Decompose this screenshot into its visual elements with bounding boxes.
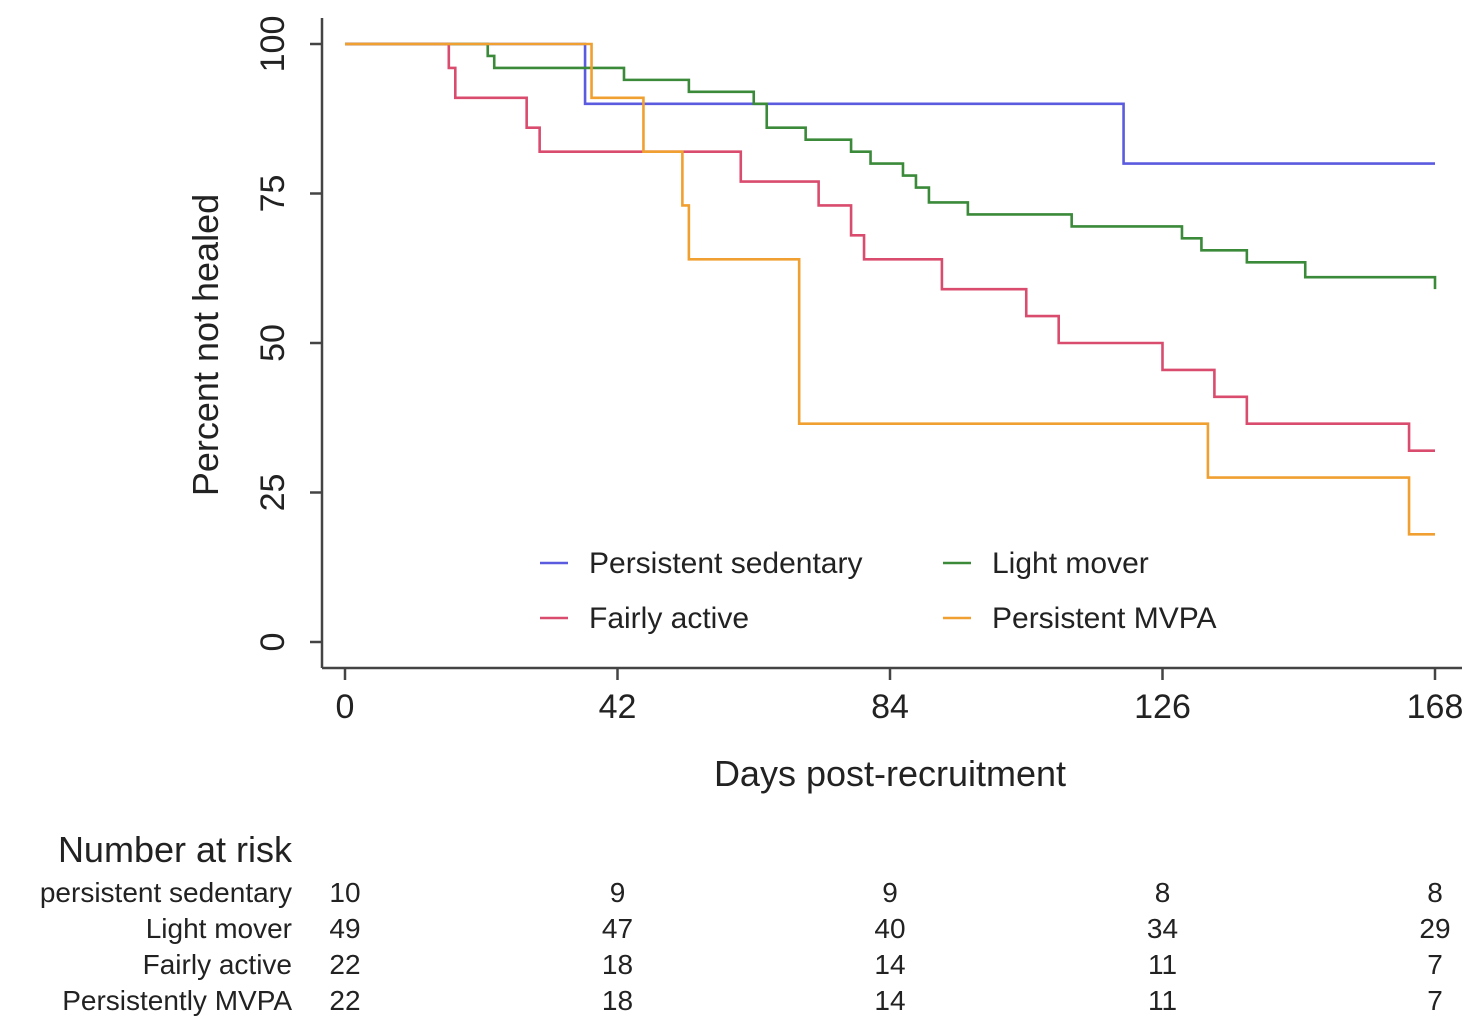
legend-label-light-mover: Light mover bbox=[992, 547, 1149, 580]
series-line-light-mover bbox=[345, 42, 1437, 290]
x-tick-label: 84 bbox=[871, 688, 909, 726]
legend-label-fairly-active: Fairly active bbox=[589, 602, 749, 635]
y-tick-label: 50 bbox=[254, 324, 292, 362]
risk-value: 8 bbox=[1155, 877, 1171, 908]
risk-value: 11 bbox=[1148, 949, 1177, 980]
y-axis-title: Percent not healed bbox=[185, 194, 226, 496]
risk-value: 29 bbox=[1419, 913, 1450, 944]
risk-value: 14 bbox=[874, 985, 905, 1016]
risk-value: 9 bbox=[882, 877, 898, 908]
risk-value: 7 bbox=[1427, 949, 1443, 980]
x-tick-label: 42 bbox=[599, 688, 637, 726]
risk-value: 9 bbox=[610, 877, 626, 908]
risk-value: 49 bbox=[329, 913, 360, 944]
x-tick-label: 0 bbox=[336, 688, 355, 726]
x-tick-label: 126 bbox=[1134, 688, 1191, 726]
risk-row-label: Fairly active bbox=[143, 949, 292, 980]
risk-value: 11 bbox=[1148, 985, 1177, 1016]
risk-value: 18 bbox=[602, 949, 633, 980]
risk-value: 14 bbox=[874, 949, 905, 980]
risk-row-label: Light mover bbox=[146, 913, 292, 944]
series-line-persistent-sedentary bbox=[345, 42, 1435, 165]
risk-value: 34 bbox=[1147, 913, 1178, 944]
risk-row-label: persistent sedentary bbox=[40, 877, 292, 908]
legend-label-persistent-mvpa: Persistent MVPA bbox=[992, 602, 1217, 635]
axes-layer: 0 25 50 75 100 0 42 84 126 168 bbox=[254, 16, 1463, 726]
risk-table: Number at risk persistent sedentary 10 9 9 8… bbox=[40, 829, 1451, 1016]
y-tick-label: 0 bbox=[254, 633, 292, 652]
risk-value: 18 bbox=[602, 985, 633, 1016]
risk-value: 22 bbox=[329, 949, 360, 980]
x-tick-label: 168 bbox=[1407, 688, 1464, 726]
legend: Persistent sedentary Light mover Fairly ac… bbox=[540, 547, 1217, 635]
series-layer bbox=[345, 42, 1437, 536]
risk-value: 40 bbox=[874, 913, 905, 944]
series-line-fairly-active bbox=[345, 42, 1435, 452]
y-tick-label: 100 bbox=[254, 16, 292, 73]
series-line-persistent-mvpa bbox=[345, 42, 1435, 536]
x-axis-title: Days post-recruitment bbox=[714, 753, 1066, 794]
risk-table-title: Number at risk bbox=[58, 829, 293, 870]
risk-value: 22 bbox=[329, 985, 360, 1016]
y-tick-label: 75 bbox=[254, 175, 292, 213]
risk-row-label: Persistently MVPA bbox=[62, 985, 292, 1016]
risk-value: 10 bbox=[329, 877, 360, 908]
risk-value: 8 bbox=[1427, 877, 1443, 908]
y-tick-label: 25 bbox=[254, 474, 292, 512]
risk-value: 47 bbox=[602, 913, 633, 944]
legend-label-persistent-sedentary: Persistent sedentary bbox=[589, 547, 862, 580]
risk-value: 7 bbox=[1427, 985, 1443, 1016]
